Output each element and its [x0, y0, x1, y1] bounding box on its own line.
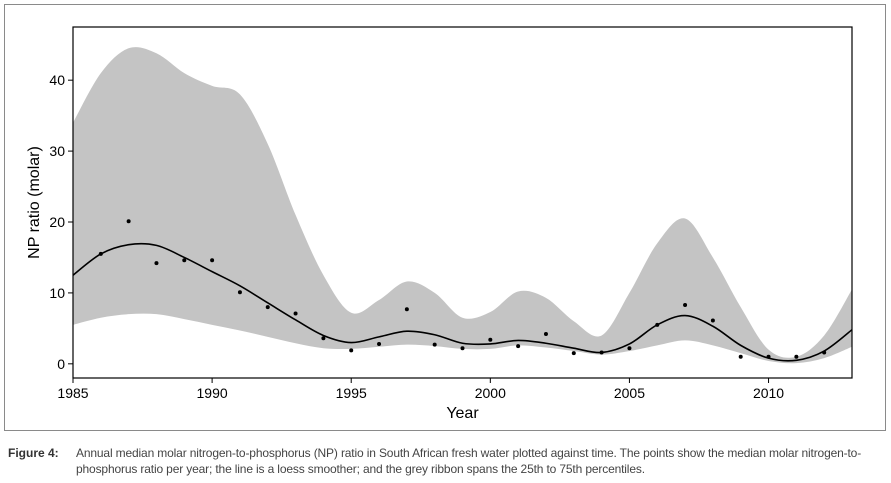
y-tick-label: 10 — [49, 285, 65, 301]
data-point — [154, 261, 159, 266]
data-point — [627, 346, 632, 351]
data-point — [683, 302, 688, 307]
y-tick-label: 30 — [49, 143, 65, 159]
y-tick-label: 40 — [49, 72, 65, 88]
data-point — [98, 251, 103, 256]
data-point — [488, 337, 493, 342]
data-point — [321, 336, 326, 341]
plot-border — [72, 26, 853, 379]
data-point — [293, 311, 298, 316]
data-point — [404, 307, 409, 312]
figure-frame — [4, 4, 886, 431]
data-point — [265, 305, 270, 310]
y-axis: 0 10 20 30 40 — [49, 72, 73, 372]
data-point — [822, 350, 827, 355]
data-point — [710, 318, 715, 323]
caption-label: Figure 4: — [8, 446, 59, 460]
data-point — [237, 290, 242, 295]
data-point — [349, 348, 354, 353]
y-tick-label: 20 — [49, 214, 65, 230]
data-point — [571, 351, 576, 356]
data-point — [738, 354, 743, 359]
loess-smoother-line — [73, 242, 852, 362]
data-point — [432, 342, 437, 347]
x-tick-label: 2000 — [475, 385, 506, 401]
x-tick-label: 1985 — [57, 385, 88, 401]
data-point — [766, 354, 771, 359]
y-axis-title: NP ratio (molar) — [26, 146, 43, 259]
x-axis: 1985 1990 1995 2000 2005 2010 — [57, 378, 784, 401]
data-point — [210, 258, 215, 263]
data-point — [182, 258, 187, 263]
data-point — [655, 322, 660, 327]
x-axis-title: Year — [446, 405, 479, 422]
caption-text: Annual median molar nitrogen-to-phosphor… — [76, 446, 862, 476]
plot-area — [73, 47, 852, 364]
percentile-ribbon — [73, 47, 852, 364]
figure-caption: Figure 4: Annual median molar nitrogen-t… — [8, 445, 886, 477]
data-point — [377, 341, 382, 346]
x-tick-label: 2010 — [753, 385, 784, 401]
data-point — [794, 354, 799, 359]
x-tick-label: 2005 — [614, 385, 645, 401]
data-point — [460, 346, 465, 351]
x-tick-label: 1990 — [197, 385, 228, 401]
data-point — [126, 219, 131, 224]
data-point — [516, 344, 521, 349]
y-tick-label: 0 — [57, 356, 65, 372]
x-tick-label: 1995 — [336, 385, 367, 401]
data-point — [599, 350, 604, 355]
data-point — [543, 332, 548, 337]
median-points — [98, 219, 827, 359]
